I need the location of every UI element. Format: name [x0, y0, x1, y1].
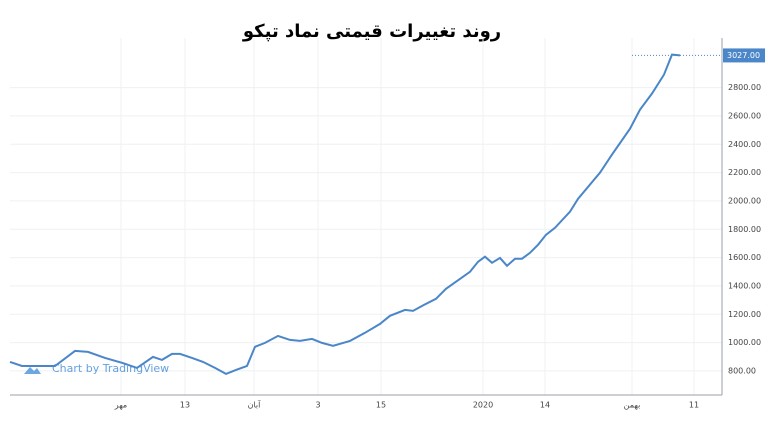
y-tick-label: 2400.00 — [728, 140, 761, 149]
chart-title: روند تغییرات قیمتی نماد تپکو — [242, 21, 501, 42]
y-tick-label: 1600.00 — [728, 253, 761, 262]
x-tick-label: 2020 — [473, 401, 493, 410]
y-tick-label: 1000.00 — [728, 338, 761, 347]
line-series — [9, 53, 681, 376]
x-tick-label: 11 — [689, 401, 699, 410]
x-tick-label: 15 — [376, 401, 386, 410]
y-tick-label: 2200.00 — [728, 168, 761, 177]
y-tick-label: 1800.00 — [728, 225, 761, 234]
x-tick-label: بهمن — [624, 401, 641, 410]
x-tick-label: 3 — [315, 401, 320, 410]
x-tick-label: 14 — [540, 401, 550, 410]
x-tick-label: 13 — [180, 401, 190, 410]
y-tick-label: 1200.00 — [728, 310, 761, 319]
last-value-box — [723, 48, 765, 63]
x-tick-label: مهر — [114, 401, 127, 410]
y-tick-label: 1400.00 — [728, 281, 761, 290]
watermark: Chart by TradingView — [52, 362, 169, 375]
x-tick-label: آبان — [248, 400, 262, 410]
y-tick-label: 2800.00 — [728, 83, 761, 92]
y-tick-label: 2000.00 — [728, 196, 761, 205]
watermark-logo — [24, 367, 41, 374]
y-tick-label: 800.00 — [728, 366, 756, 375]
y-tick-label: 2600.00 — [728, 111, 761, 120]
last-value-label: 3027.00 — [727, 51, 760, 60]
